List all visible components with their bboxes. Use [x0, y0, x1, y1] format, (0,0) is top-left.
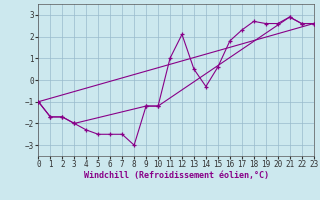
X-axis label: Windchill (Refroidissement éolien,°C): Windchill (Refroidissement éolien,°C): [84, 171, 268, 180]
